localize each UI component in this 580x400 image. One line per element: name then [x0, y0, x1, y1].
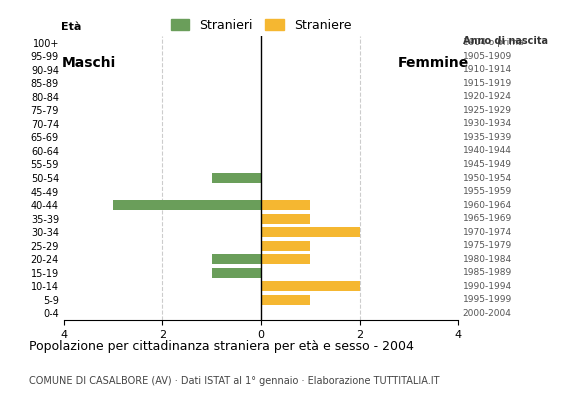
Text: 1945-1949: 1945-1949 [463, 160, 512, 169]
Bar [113, 200, 261, 210]
Text: 1985-1989: 1985-1989 [463, 268, 512, 277]
Text: 1915-1919: 1915-1919 [463, 79, 512, 88]
Text: Maschi: Maschi [61, 56, 115, 70]
Bar [261, 200, 310, 210]
Bar [212, 254, 261, 264]
Text: 1995-1999: 1995-1999 [463, 295, 512, 304]
Bar [261, 281, 360, 291]
Text: 1960-1964: 1960-1964 [463, 200, 512, 210]
Legend: Stranieri, Straniere: Stranieri, Straniere [165, 14, 357, 37]
Text: 1935-1939: 1935-1939 [463, 133, 512, 142]
Bar [261, 227, 360, 237]
Bar [261, 254, 310, 264]
Text: 1905-1909: 1905-1909 [463, 52, 512, 61]
Bar [261, 240, 310, 251]
Text: 1950-1954: 1950-1954 [463, 174, 512, 182]
Bar [261, 295, 310, 305]
Text: Popolazione per cittadinanza straniera per età e sesso - 2004: Popolazione per cittadinanza straniera p… [29, 340, 414, 353]
Text: 1980-1984: 1980-1984 [463, 255, 512, 264]
Text: 1965-1969: 1965-1969 [463, 214, 512, 223]
Text: Femmine: Femmine [398, 56, 469, 70]
Text: 1975-1979: 1975-1979 [463, 241, 512, 250]
Text: Anno di nascita: Anno di nascita [463, 36, 548, 46]
Bar [261, 214, 310, 224]
Text: 1904 o prima: 1904 o prima [463, 38, 523, 47]
Bar [212, 268, 261, 278]
Text: 1910-1914: 1910-1914 [463, 65, 512, 74]
Text: 1990-1994: 1990-1994 [463, 282, 512, 291]
Text: COMUNE DI CASALBORE (AV) · Dati ISTAT al 1° gennaio · Elaborazione TUTTITALIA.IT: COMUNE DI CASALBORE (AV) · Dati ISTAT al… [29, 376, 440, 386]
Text: 1970-1974: 1970-1974 [463, 228, 512, 236]
Text: 1920-1924: 1920-1924 [463, 92, 512, 101]
Text: 1930-1934: 1930-1934 [463, 120, 512, 128]
Text: 1955-1959: 1955-1959 [463, 187, 512, 196]
Text: Età: Età [61, 22, 82, 32]
Bar [212, 173, 261, 183]
Text: 1925-1929: 1925-1929 [463, 106, 512, 115]
Text: 2000-2004: 2000-2004 [463, 309, 512, 318]
Text: 1940-1944: 1940-1944 [463, 146, 512, 156]
